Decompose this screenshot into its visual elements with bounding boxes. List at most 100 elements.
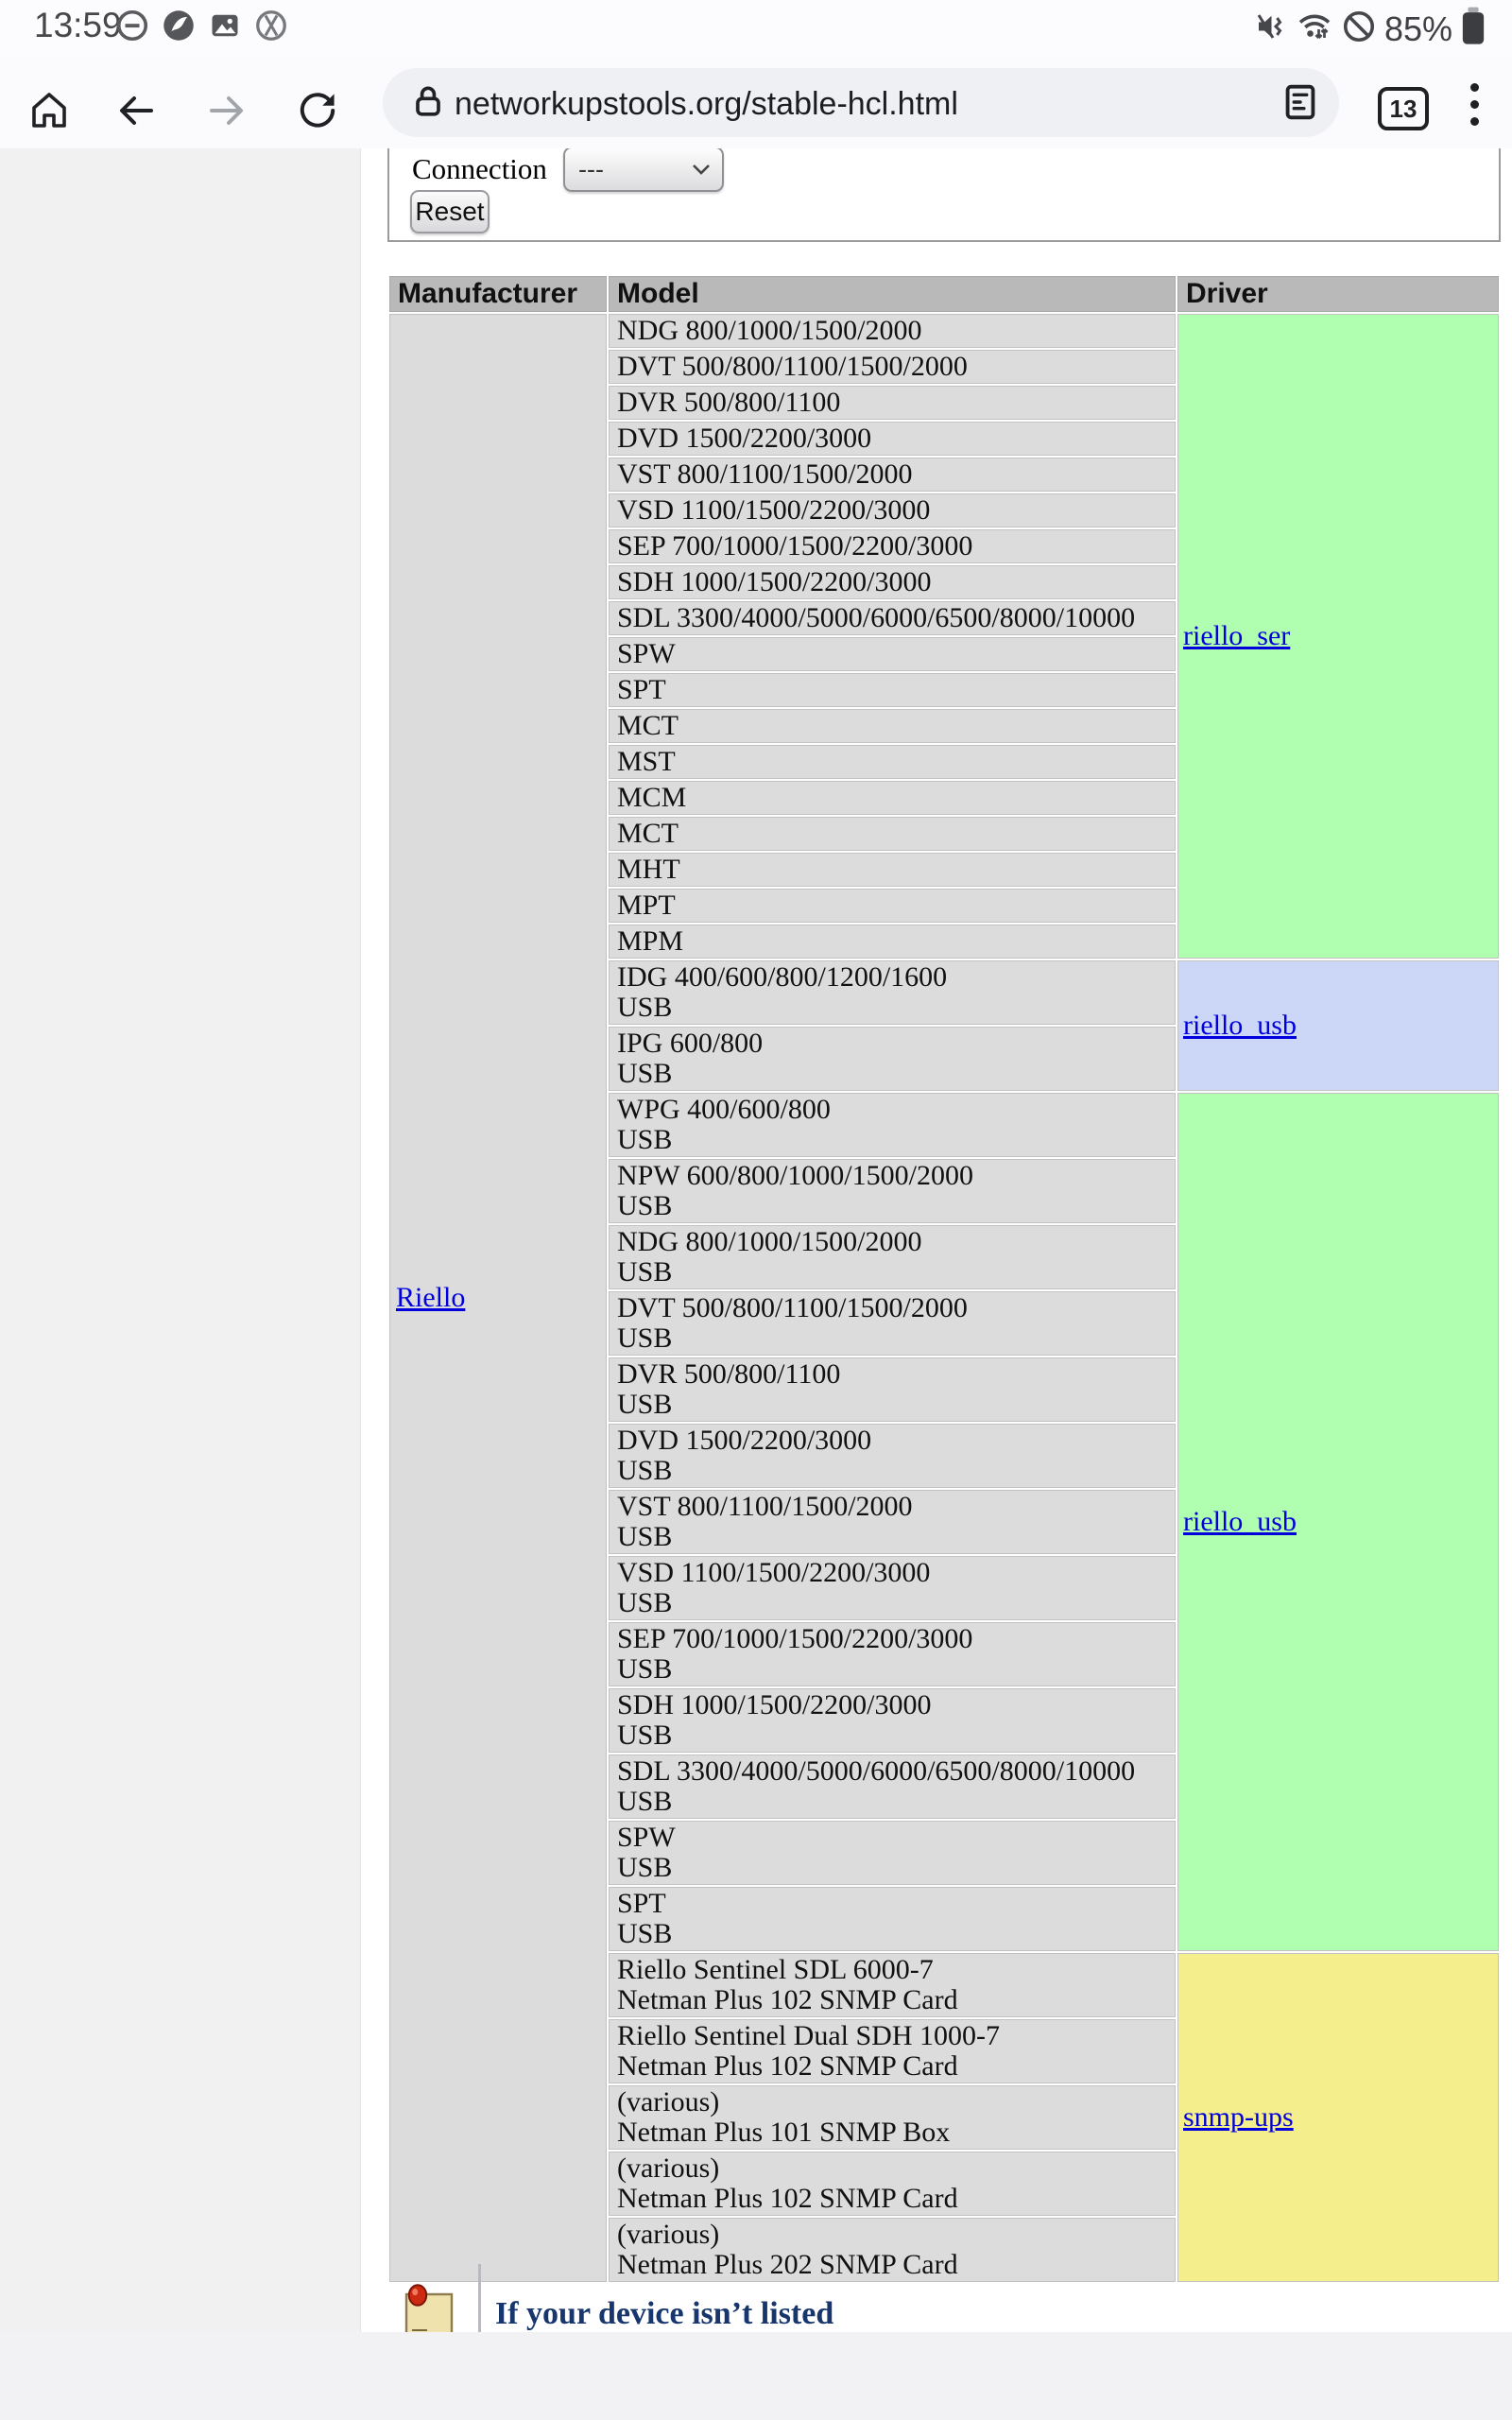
- model-cell: DVR 500/800/1100: [609, 386, 1176, 420]
- driver-cell-snmp-ups: snmp-ups: [1177, 1953, 1499, 2282]
- model-cell: (various) Netman Plus 102 SNMP Card: [609, 2152, 1176, 2216]
- model-cell: DVT 500/800/1100/1500/2000 USB: [609, 1291, 1176, 1356]
- table-row: MHT: [389, 853, 1499, 887]
- table-row: SPW: [389, 637, 1499, 671]
- model-cell: NPW 600/800/1000/1500/2000 USB: [609, 1159, 1176, 1223]
- table-row: MCT: [389, 817, 1499, 851]
- model-cell: NDG 800/1000/1500/2000: [609, 314, 1176, 348]
- model-cell: MST: [609, 745, 1176, 779]
- forward-button[interactable]: [204, 88, 249, 138]
- model-cell: VST 800/1100/1500/2000 USB: [609, 1490, 1176, 1554]
- model-cell: MHT: [609, 853, 1176, 887]
- url-text[interactable]: networkupstools.org/stable-hcl.html: [455, 86, 958, 122]
- model-cell: SDL 3300/4000/5000/6000/6500/8000/10000: [609, 601, 1176, 635]
- manufacturer-link-riello[interactable]: Riello: [396, 1282, 466, 1313]
- model-cell: DVT 500/800/1100/1500/2000: [609, 350, 1176, 384]
- tab-counter[interactable]: 13: [1378, 87, 1429, 130]
- driver-link-riello_ser[interactable]: riello_ser: [1183, 620, 1291, 651]
- table-row: DVR 500/800/1100 USB: [389, 1357, 1499, 1422]
- table-row: NDG 800/1000/1500/2000 USB: [389, 1225, 1499, 1289]
- driver-link-snmp-ups[interactable]: snmp-ups: [1183, 2101, 1294, 2133]
- table-row: IPG 600/800 USB: [389, 1027, 1499, 1091]
- connection-select[interactable]: ---: [563, 148, 724, 192]
- driver-link-riello_usb[interactable]: riello_usb: [1183, 1506, 1297, 1537]
- table-row: MCM: [389, 781, 1499, 815]
- do-not-disturb-icon: [115, 9, 149, 47]
- model-cell: MCM: [609, 781, 1176, 815]
- table-row: VST 800/1100/1500/2000 USB: [389, 1490, 1499, 1554]
- table-row: Riello Sentinel SDL 6000-7 Netman Plus 10…: [389, 1953, 1499, 2282]
- model-cell: VST 800/1100/1500/2000: [609, 458, 1176, 492]
- url-bar[interactable]: networkupstools.org/stable-hcl.html: [383, 68, 1339, 137]
- model-cell: IPG 600/800 USB: [609, 1027, 1176, 1091]
- model-cell: (various) Netman Plus 101 SNMP Box: [609, 2085, 1176, 2150]
- table-row: SPT: [389, 673, 1499, 707]
- model-cell: MCT: [609, 709, 1176, 743]
- navigation-bar: [0, 2332, 1512, 2420]
- table-row: NPW 600/800/1000/1500/2000 USB: [389, 1159, 1499, 1223]
- model-cell: SPW USB: [609, 1821, 1176, 1885]
- tab-count: 13: [1389, 94, 1418, 123]
- page-content: Connection --- Reset Manufacturer Model …: [0, 148, 1512, 2332]
- table-row: VST 800/1100/1500/2000: [389, 458, 1499, 492]
- column-header-driver: Driver: [1177, 276, 1499, 312]
- table-row: DVD 1500/2200/3000 USB: [389, 1424, 1499, 1488]
- table-row: MCT: [389, 709, 1499, 743]
- footer-heading-link[interactable]: If your device isn’t listed: [495, 2296, 834, 2331]
- notification-icons: [115, 9, 288, 47]
- table-row: MPT: [389, 889, 1499, 923]
- table-row: SPT USB: [389, 1887, 1499, 1951]
- wifi-icon: [1296, 9, 1333, 48]
- manufacturer-cell: Riello: [389, 314, 607, 2282]
- sticky-note-icon: [401, 2283, 455, 2332]
- model-cell: SDL 3300/4000/5000/6000/6500/8000/10000 U…: [609, 1754, 1176, 1819]
- table-row: Riello NDG 800/1000/1500/2000 riello_ser: [389, 314, 1499, 2282]
- clock: 13:59: [34, 6, 122, 44]
- lock-icon[interactable]: [407, 81, 449, 128]
- refresh-button[interactable]: [295, 88, 340, 138]
- hcl-table-body: Riello NDG 800/1000/1500/2000 riello_ser DV…: [389, 314, 1499, 2282]
- hardware-compatibility-table: Manufacturer Model Driver Riello NDG 800/…: [387, 274, 1501, 2284]
- table-row: SEP 700/1000/1500/2200/3000 USB: [389, 1622, 1499, 1686]
- vibrate-mute-icon: [1253, 9, 1287, 48]
- model-cell: SPT: [609, 673, 1176, 707]
- model-cell: NDG 800/1000/1500/2000 USB: [609, 1225, 1176, 1289]
- home-button[interactable]: [26, 88, 72, 138]
- table-row: SDL 3300/4000/5000/6000/6500/8000/10000: [389, 601, 1499, 635]
- driver-cell-riello_usb: riello_usb: [1177, 960, 1499, 1091]
- page-left-gutter: [0, 148, 361, 2332]
- table-row: SPW USB: [389, 1821, 1499, 1885]
- table-row: SDL 3300/4000/5000/6000/6500/8000/10000 U…: [389, 1754, 1499, 1819]
- connection-selected-value: ---: [578, 154, 604, 183]
- table-row: MST: [389, 745, 1499, 779]
- table-row: IDG 400/600/800/1200/1600 USB riello_usb: [389, 960, 1499, 1091]
- model-cell: VSD 1100/1500/2200/3000 USB: [609, 1556, 1176, 1620]
- model-cell: WPG 400/600/800 USB: [609, 1093, 1176, 1157]
- table-row: SEP 700/1000/1500/2200/3000: [389, 529, 1499, 563]
- filter-form: Connection --- Reset: [387, 148, 1501, 242]
- table-row: DVT 500/800/1100/1500/2000: [389, 350, 1499, 384]
- reader-mode-icon[interactable]: [1279, 80, 1322, 129]
- table-row: (various) Netman Plus 101 SNMP Box: [389, 2085, 1499, 2150]
- model-cell: MPM: [609, 925, 1176, 959]
- blocked-circle-icon: [254, 9, 288, 47]
- model-cell: Riello Sentinel SDL 6000-7 Netman Plus 10…: [609, 1953, 1176, 2017]
- model-cell: SDH 1000/1500/2200/3000 USB: [609, 1688, 1176, 1753]
- menu-button[interactable]: [1470, 83, 1479, 126]
- reset-button[interactable]: Reset: [410, 190, 490, 233]
- gallery-icon: [208, 9, 242, 47]
- table-row: MPM: [389, 925, 1499, 959]
- app-notification-icon: [162, 9, 196, 47]
- column-header-manufacturer: Manufacturer: [389, 276, 607, 312]
- back-button[interactable]: [113, 88, 159, 138]
- model-cell: Riello Sentinel Dual SDH 1000-7 Netman Pl…: [609, 2019, 1176, 2083]
- no-network-icon: [1342, 9, 1376, 48]
- table-row: Riello Sentinel Dual SDH 1000-7 Netman Pl…: [389, 2019, 1499, 2083]
- table-row: VSD 1100/1500/2200/3000: [389, 493, 1499, 527]
- table-row: (various) Netman Plus 202 SNMP Card: [389, 2218, 1499, 2282]
- model-cell: MPT: [609, 889, 1176, 923]
- driver-link-riello_usb[interactable]: riello_usb: [1183, 1010, 1297, 1041]
- battery-icon: [1461, 7, 1486, 51]
- model-cell: SDH 1000/1500/2200/3000: [609, 565, 1176, 599]
